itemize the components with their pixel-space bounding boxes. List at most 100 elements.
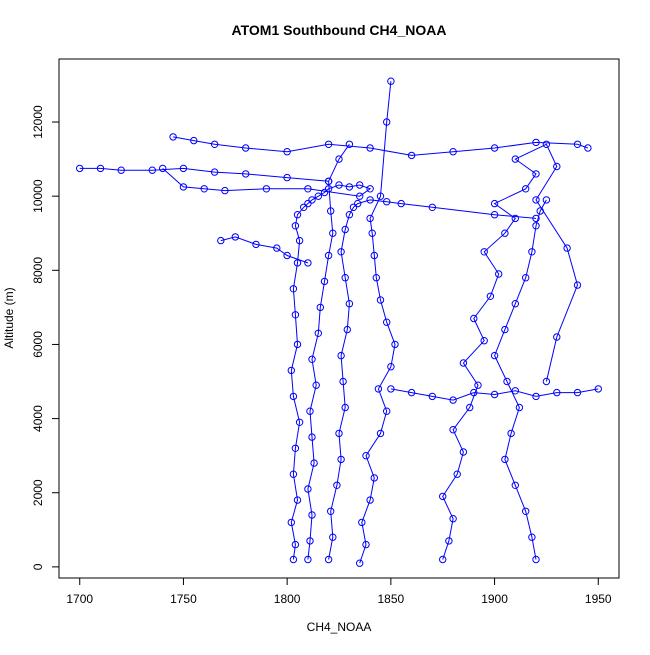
series-line-6 [494, 199, 547, 560]
series-line-5 [442, 143, 579, 560]
data-point [291, 311, 300, 319]
series-line-7 [79, 167, 329, 182]
data-point [407, 151, 416, 160]
y-tick-label: 6000 [31, 331, 45, 358]
data-point [490, 144, 499, 152]
data-point [490, 390, 499, 399]
data-point [300, 203, 308, 212]
series-line-2 [307, 144, 350, 560]
y-tick-label: 12000 [31, 105, 45, 139]
data-point [210, 140, 219, 149]
y-tick-label: 0 [31, 563, 45, 570]
data-point [511, 214, 519, 223]
data-point [490, 199, 499, 208]
data-point [283, 148, 291, 156]
data-point [532, 555, 540, 564]
data-point [387, 77, 395, 85]
data-point [337, 351, 345, 360]
data-point [501, 325, 509, 334]
data-point [262, 185, 271, 193]
data-point [387, 363, 395, 371]
data-point [370, 251, 378, 260]
data-point [343, 325, 351, 334]
data-point [522, 507, 530, 515]
data-point [362, 540, 370, 549]
data-point [573, 140, 582, 149]
data-point [553, 388, 561, 397]
data-point [329, 229, 337, 237]
data-point [459, 448, 468, 456]
data-point [480, 337, 488, 345]
plot-frame [58, 58, 620, 579]
data-point [337, 455, 345, 464]
data-point [324, 251, 333, 260]
series-line-3 [328, 199, 537, 560]
data-point [327, 507, 335, 515]
data-point [345, 300, 354, 308]
series-line-8 [173, 136, 589, 156]
data-point [366, 496, 374, 504]
data-point [407, 388, 416, 397]
series-line-9 [220, 236, 309, 264]
data-point [387, 385, 395, 393]
y-tick-label: 10000 [31, 179, 45, 213]
data-point [490, 351, 499, 360]
data-point [366, 196, 374, 204]
y-tick-label: 2000 [31, 479, 45, 506]
data-point [291, 222, 300, 230]
data-point [372, 274, 380, 282]
data-point [308, 196, 316, 204]
data-point [324, 555, 333, 564]
data-point [573, 281, 582, 289]
data-point [312, 381, 320, 389]
data-point [383, 407, 391, 415]
data-point [532, 222, 540, 230]
data-point [470, 388, 478, 397]
data-point [511, 300, 519, 308]
data-point [341, 274, 349, 282]
data-point [304, 199, 312, 208]
data-point [96, 164, 105, 173]
data-point [304, 259, 312, 267]
data-point [553, 333, 561, 341]
data-point [449, 396, 457, 404]
data-point [495, 270, 503, 278]
data-point [231, 233, 240, 241]
data-point [308, 355, 316, 363]
data-point [383, 118, 391, 126]
data-point [511, 155, 519, 163]
plot-area [76, 77, 602, 567]
data-point [480, 248, 488, 256]
data-point [391, 340, 399, 349]
data-point [221, 186, 229, 195]
data-point [242, 144, 250, 152]
data-point [449, 148, 457, 156]
data-point [349, 203, 358, 212]
data-point [335, 155, 343, 163]
data-point [374, 385, 383, 393]
data-point [295, 418, 304, 426]
data-point [179, 164, 188, 173]
data-point [439, 555, 447, 564]
x-tick-label: 1800 [274, 592, 301, 606]
data-point [528, 248, 536, 256]
data-point [324, 140, 333, 149]
data-point [522, 274, 530, 282]
data-point [291, 540, 300, 549]
data-point [310, 459, 318, 467]
data-point [501, 229, 509, 237]
data-point [594, 385, 602, 393]
data-point [200, 185, 208, 193]
data-point [376, 192, 385, 200]
data-point [428, 392, 436, 401]
data-point [528, 533, 536, 541]
data-point [370, 474, 378, 482]
y-axis: 0 2000 4000 6000 8000 10000 12000 [31, 105, 60, 570]
data-point [542, 377, 551, 386]
data-point [453, 470, 461, 478]
data-point [532, 214, 540, 223]
data-point [536, 207, 544, 215]
data-point [335, 429, 343, 438]
data-point [354, 199, 362, 208]
data-point [383, 318, 391, 326]
